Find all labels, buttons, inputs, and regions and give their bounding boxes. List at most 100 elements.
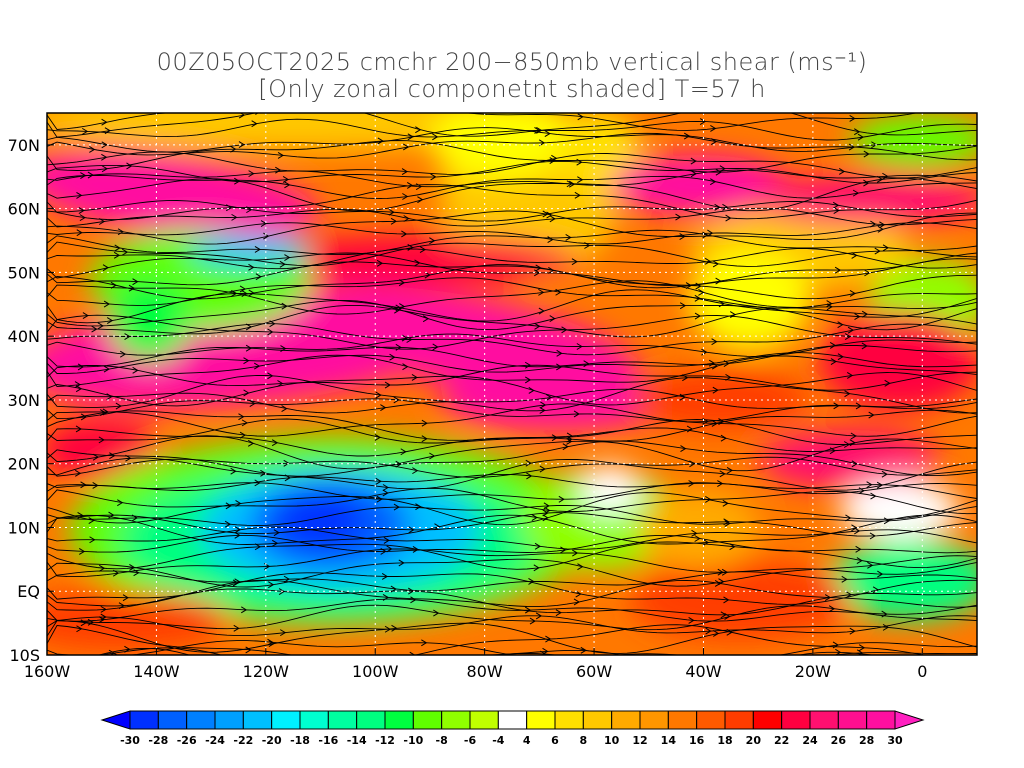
flow-arrow — [542, 509, 549, 517]
flow-arrow — [407, 133, 414, 141]
flow-arrow — [855, 545, 862, 553]
flow-arrow — [421, 639, 428, 647]
flow-arrow — [235, 500, 242, 507]
flow-arrow — [429, 237, 436, 245]
flow-arrow — [284, 254, 291, 261]
streamline — [97, 647, 876, 655]
flow-arrow — [686, 425, 694, 433]
flow-arrow — [393, 306, 401, 314]
flow-arrow — [80, 172, 87, 179]
flow-arrow — [102, 264, 109, 272]
x-tick-label: 140W — [133, 662, 180, 681]
streamline — [47, 457, 977, 491]
flow-arrow — [826, 300, 833, 308]
flow-arrow — [281, 405, 288, 412]
flow-arrow — [124, 333, 131, 340]
streamline — [47, 354, 977, 387]
flow-arrow — [849, 627, 856, 635]
flow-arrow — [702, 231, 709, 239]
flow-arrow — [260, 220, 267, 227]
flow-arrow — [239, 431, 247, 439]
colorbar-swatch — [469, 710, 499, 730]
flow-arrow — [539, 465, 546, 473]
flow-arrow — [231, 213, 238, 221]
flow-arrow — [574, 191, 581, 199]
flow-arrow — [844, 390, 851, 398]
flow-arrow — [224, 520, 232, 528]
flow-arrow — [851, 460, 858, 468]
flow-arrow — [125, 454, 132, 462]
flow-arrow — [422, 315, 430, 323]
flow-arrow — [866, 481, 873, 489]
flow-arrow — [277, 380, 284, 387]
flow-arrow — [722, 203, 729, 211]
flow-arrow — [128, 284, 135, 292]
flow-arrow — [382, 484, 389, 491]
colorbar-swatch — [186, 710, 216, 730]
flow-arrow — [267, 372, 274, 380]
colorbar-label: 26 — [831, 734, 847, 747]
flow-arrow — [717, 480, 724, 487]
colorbar-over-arrow — [894, 710, 925, 730]
flow-arrow — [234, 526, 241, 534]
flow-arrow — [533, 564, 540, 572]
flow-arrow — [277, 152, 285, 159]
flow-arrow — [77, 511, 84, 519]
colorbar-label: 18 — [717, 734, 732, 747]
flow-arrow — [225, 502, 232, 510]
flow-arrow — [841, 575, 848, 583]
colorbar: -30 -28 -26 -24 -22 -20 -18 -16 -14 -12 -10 -8 -6 -4 4… — [100, 710, 925, 747]
streamline — [47, 299, 977, 331]
flow-arrow — [858, 487, 865, 495]
colorbar-swatch — [781, 710, 811, 730]
flow-arrow — [230, 145, 237, 153]
flow-arrow — [691, 529, 698, 537]
flow-arrow — [572, 549, 579, 557]
streamline — [47, 482, 977, 500]
flow-arrow — [682, 374, 689, 382]
flow-arrow — [584, 242, 591, 249]
flow-arrow — [848, 143, 856, 151]
flow-arrow — [271, 539, 279, 547]
flow-arrow — [98, 218, 106, 225]
colorbar-swatch — [497, 710, 528, 730]
x-tick-label: 0 — [917, 662, 927, 681]
flow-arrow — [103, 365, 110, 373]
flow-arrow — [853, 128, 861, 136]
flow-arrow — [561, 326, 568, 334]
streamline — [47, 620, 977, 655]
flow-arrow — [710, 138, 718, 146]
flow-arrow — [851, 524, 858, 532]
flow-arrow — [374, 433, 381, 441]
streamline — [47, 210, 977, 245]
flow-arrow — [132, 278, 139, 286]
flow-arrow — [716, 654, 717, 655]
colorbar-swatch — [271, 710, 301, 730]
flow-arrow — [837, 321, 844, 329]
flow-arrow — [249, 400, 256, 407]
flow-arrow — [113, 251, 121, 259]
flow-arrow — [538, 307, 545, 315]
flow-arrow — [529, 617, 536, 625]
flow-arrow — [114, 244, 121, 252]
flow-arrow — [383, 536, 390, 544]
flow-arrow — [430, 173, 437, 181]
flow-arrow — [101, 165, 108, 173]
flow-arrow — [254, 543, 262, 551]
flow-arrow — [849, 290, 856, 297]
flow-arrow — [97, 322, 104, 330]
flow-arrow — [245, 646, 252, 654]
flow-arrow — [375, 477, 382, 485]
colorbar-swatch — [582, 710, 613, 730]
colorbar-label: -4 — [492, 734, 505, 747]
flow-arrow — [709, 178, 717, 186]
flow-arrow — [402, 143, 410, 151]
flow-arrow — [80, 481, 87, 489]
flow-arrow — [834, 266, 842, 274]
flow-arrow — [575, 590, 582, 598]
streamline — [47, 352, 977, 374]
colorbar-label: -8 — [436, 734, 448, 747]
y-tick-label: 10N — [8, 518, 40, 537]
colorbar-label: -10 — [403, 734, 423, 747]
